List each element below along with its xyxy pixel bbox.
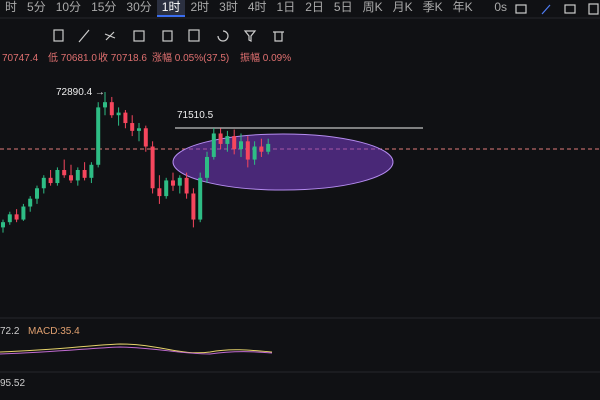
tool-icon[interactable] xyxy=(515,4,527,14)
macd-label: MACD:35.4 xyxy=(28,326,80,337)
candle-body xyxy=(184,177,189,194)
candle-body xyxy=(157,188,162,197)
candle-body xyxy=(143,128,148,147)
macd-left: 72.2 xyxy=(0,326,20,337)
interval-tab[interactable]: 2日 xyxy=(305,0,324,14)
info-item: 振幅 0.09% xyxy=(240,51,291,64)
candle-body xyxy=(116,112,121,116)
candle-body xyxy=(123,112,128,124)
candle-body xyxy=(62,170,67,176)
candle-body xyxy=(1,222,5,228)
candle-body xyxy=(35,188,39,199)
tool-icon[interactable] xyxy=(188,29,200,42)
tool-icon[interactable] xyxy=(588,3,599,15)
interval-tab[interactable]: 年K xyxy=(452,0,473,14)
candle-body xyxy=(48,177,53,184)
tool-icon[interactable] xyxy=(104,31,116,41)
tool-icon[interactable] xyxy=(78,29,90,43)
candle-body xyxy=(211,133,216,157)
candle-body xyxy=(89,164,94,178)
info-item: 低 70681.0 xyxy=(48,51,97,64)
interval-tab[interactable]: 15分 xyxy=(91,0,117,14)
candle-body xyxy=(252,146,257,160)
interval-tab[interactable]: 季K xyxy=(422,0,443,14)
indicator-value: 95.52 xyxy=(0,378,25,389)
candle-body xyxy=(130,123,135,131)
highlight-ellipse xyxy=(172,133,394,191)
tool-icon[interactable] xyxy=(133,30,145,42)
level-annotation: 71510.5 xyxy=(177,110,214,121)
interval-tab[interactable]: 1日 xyxy=(276,0,296,14)
timer: 0s xyxy=(494,0,507,14)
tool-icon[interactable] xyxy=(217,30,229,42)
interval-tab[interactable]: 月K xyxy=(392,0,413,14)
info-item: 涨幅 0.05%(37.5) xyxy=(152,51,229,64)
candle-body xyxy=(198,177,203,220)
candle-body xyxy=(239,141,243,150)
interval-tab[interactable]: 10分 xyxy=(55,0,82,14)
candle-body xyxy=(21,206,26,220)
info-item: 70747.4 xyxy=(2,53,39,64)
interval-tab[interactable]: 5日 xyxy=(333,0,353,14)
tool-icon[interactable] xyxy=(53,29,64,42)
candles xyxy=(1,91,271,233)
candle-body xyxy=(7,214,12,223)
candle-body xyxy=(28,198,33,207)
interval-tab[interactable]: 30分 xyxy=(126,0,152,14)
candle-body xyxy=(171,180,175,186)
candle-body xyxy=(69,175,73,181)
interval-tab[interactable]: 1时 xyxy=(156,0,186,17)
candle-body xyxy=(245,141,250,160)
interval-tab[interactable]: 5分 xyxy=(27,0,46,14)
interval-tab[interactable]: 2时 xyxy=(190,0,210,14)
candle-body xyxy=(55,170,60,184)
candle-body xyxy=(218,133,223,144)
tool-icon[interactable] xyxy=(541,4,551,15)
interval-tab[interactable]: 时 xyxy=(5,0,18,14)
candle-body xyxy=(164,180,169,197)
candle-body xyxy=(75,170,80,181)
signal-line xyxy=(0,346,273,355)
candle-body xyxy=(41,177,46,189)
candle-body xyxy=(103,102,107,108)
candle-body xyxy=(137,128,141,131)
candle-body xyxy=(191,193,196,220)
candle-body xyxy=(150,146,155,189)
tools xyxy=(53,3,599,43)
interval-tab[interactable]: 3时 xyxy=(219,0,238,14)
candle-body xyxy=(14,214,19,220)
tool-icon[interactable] xyxy=(564,4,576,14)
high-annotation: 72890.4 → xyxy=(56,87,105,98)
info-item: 收 70718.6 xyxy=(98,51,147,64)
candle-body xyxy=(109,102,114,116)
tool-icon[interactable] xyxy=(273,31,284,42)
interval-tabs: 时 5分 10分 15分 30分 1时 2时 3时 4时 1日 2日 5日 周K 月K 季K 年K 0s xyxy=(0,0,600,17)
info-line: 70747.4 低 70681.0 收 70718.6 涨幅 0.05%(37.5) 振… xyxy=(2,51,291,64)
candle-body xyxy=(96,107,101,165)
macd-line xyxy=(0,343,273,354)
candle-body xyxy=(232,136,237,150)
tool-icon[interactable] xyxy=(243,30,257,42)
candle-body xyxy=(225,136,230,144)
tool-icon[interactable] xyxy=(162,30,173,42)
candle-body xyxy=(266,143,271,152)
candle-body xyxy=(82,170,87,178)
candle-body xyxy=(177,177,182,186)
candle-body xyxy=(259,146,264,152)
interval-tab[interactable]: 4时 xyxy=(247,0,267,14)
interval-tab[interactable]: 周K xyxy=(362,0,383,14)
candle-body xyxy=(205,156,209,178)
